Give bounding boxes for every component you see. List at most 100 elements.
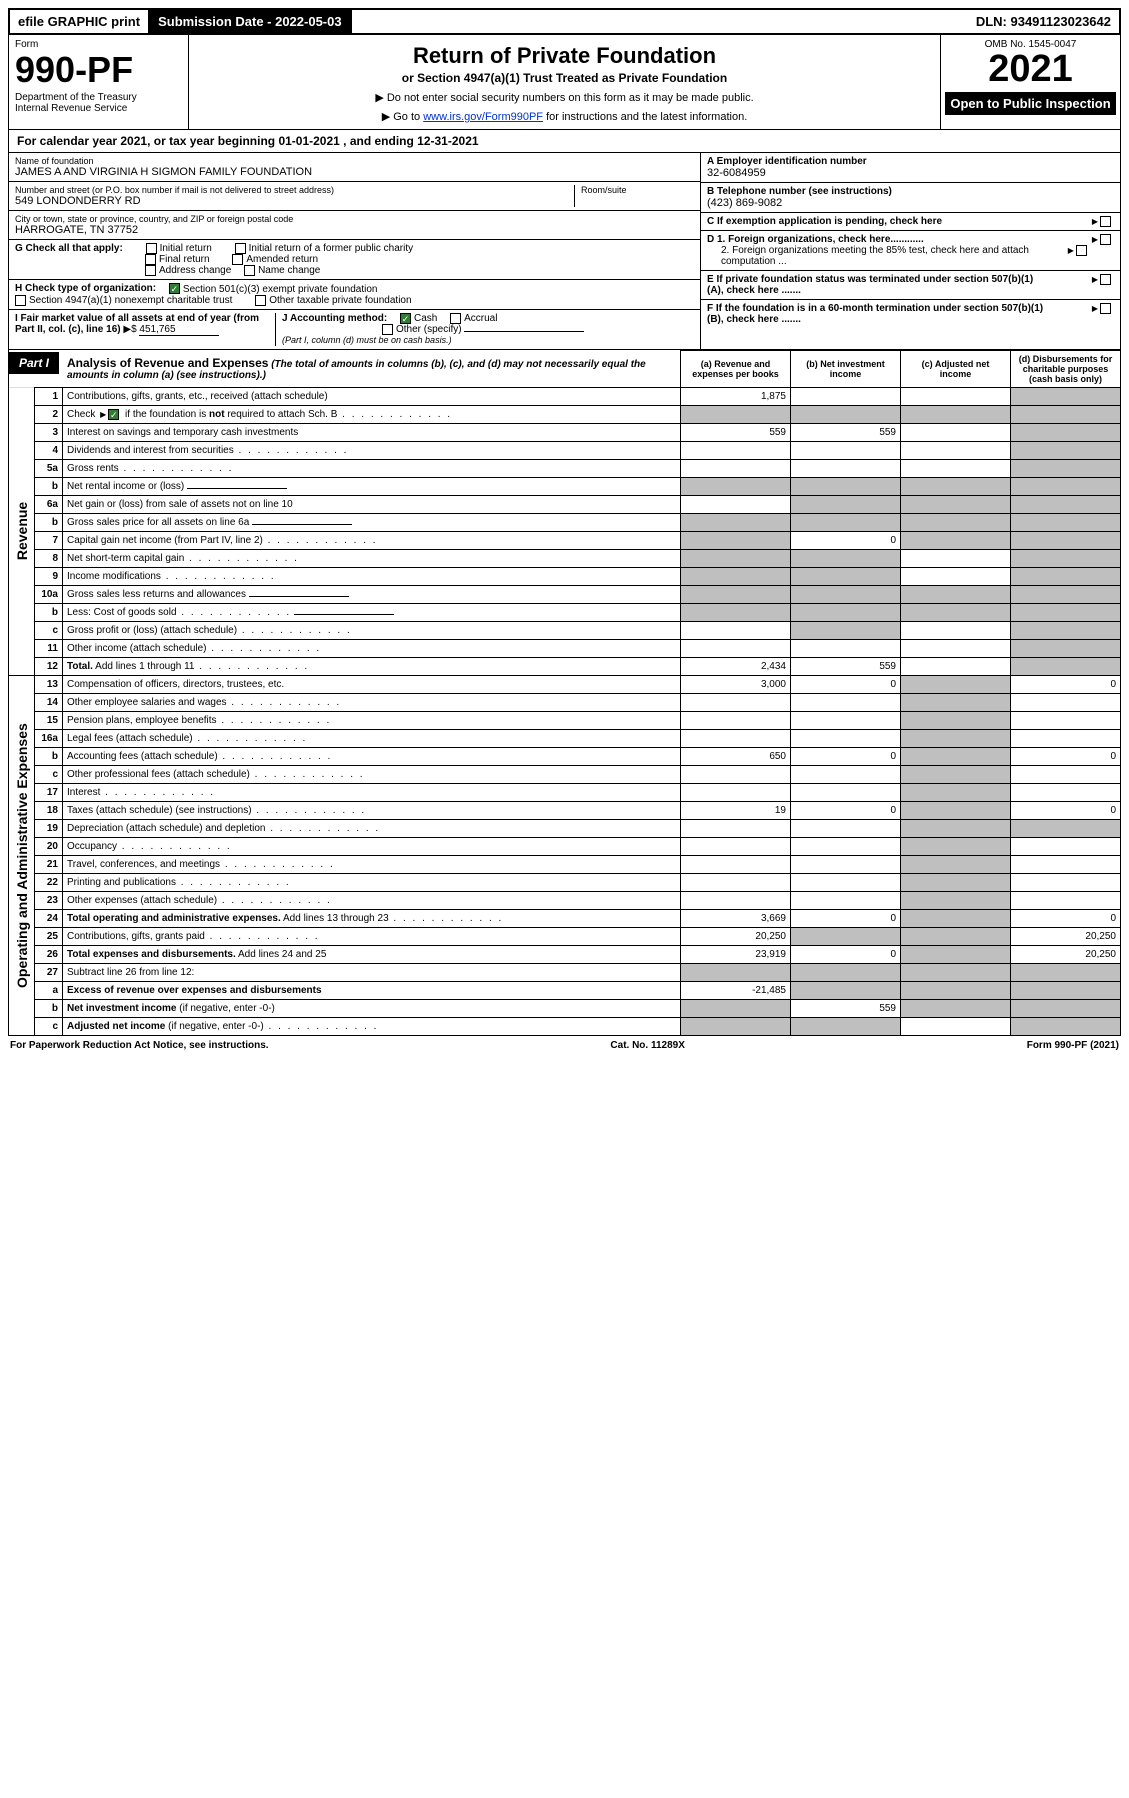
amount-cell-c (901, 784, 1011, 802)
h-opt-1: Section 4947(a)(1) nonexempt charitable … (29, 295, 232, 306)
amount-cell-d (1011, 892, 1121, 910)
table-row: 21Travel, conferences, and meetings (9, 856, 1121, 874)
amount-cell-d (1011, 1018, 1121, 1036)
amount-cell-c (901, 766, 1011, 784)
amount-cell-a: 2,434 (681, 658, 791, 676)
table-row: 11Other income (attach schedule) (9, 640, 1121, 658)
amount-cell-a (681, 1000, 791, 1018)
g-initial-public-checkbox[interactable] (235, 243, 246, 254)
amount-cell-c (901, 928, 1011, 946)
amount-cell-a (681, 766, 791, 784)
amount-cell-a (681, 514, 791, 532)
row-number: 12 (35, 658, 63, 676)
h-other-taxable-checkbox[interactable] (255, 295, 266, 306)
table-row: 14Other employee salaries and wages (9, 694, 1121, 712)
info-grid: Name of foundation JAMES A AND VIRGINIA … (8, 153, 1121, 350)
row-number: 2 (35, 405, 63, 423)
section-label: Revenue (9, 387, 35, 675)
amount-cell-c (901, 405, 1011, 423)
amount-cell-b: 0 (791, 676, 901, 694)
table-row: 3Interest on savings and temporary cash … (9, 424, 1121, 442)
amount-cell-b (791, 550, 901, 568)
amount-cell-b: 559 (791, 424, 901, 442)
amount-cell-a (681, 405, 791, 423)
amount-cell-d (1011, 712, 1121, 730)
table-row: 4Dividends and interest from securities (9, 442, 1121, 460)
amount-cell-a (681, 568, 791, 586)
amount-cell-c (901, 1018, 1011, 1036)
i-value-prefix: ▶$ (123, 324, 139, 335)
foundation-name: JAMES A AND VIRGINIA H SIGMON FAMILY FOU… (15, 166, 694, 178)
h-4947-checkbox[interactable] (15, 295, 26, 306)
amount-cell-a: 3,000 (681, 676, 791, 694)
d1-checkbox[interactable] (1100, 234, 1111, 245)
city-label: City or town, state or province, country… (15, 214, 694, 224)
g-name-change-checkbox[interactable] (244, 265, 255, 276)
e-checkbox[interactable] (1100, 274, 1111, 285)
amount-cell-d (1011, 568, 1121, 586)
amount-cell-a (681, 604, 791, 622)
table-row: cOther professional fees (attach schedul… (9, 766, 1121, 784)
form-number: 990-PF (15, 52, 182, 88)
row-number: 20 (35, 838, 63, 856)
row-number: 7 (35, 532, 63, 550)
j-accrual-checkbox[interactable] (450, 313, 461, 324)
amount-cell-a (681, 964, 791, 982)
amount-cell-d (1011, 478, 1121, 496)
open-public-inspection: Open to Public Inspection (945, 92, 1116, 115)
j-other-checkbox[interactable] (382, 324, 393, 335)
f-cell: F If the foundation is in a 60-month ter… (701, 300, 1120, 328)
amount-cell-a (681, 820, 791, 838)
tax-year: 2021 (945, 50, 1116, 88)
amount-cell-d (1011, 604, 1121, 622)
h-opt-0: Section 501(c)(3) exempt private foundat… (183, 284, 378, 295)
amount-cell-a: 650 (681, 748, 791, 766)
city-cell: City or town, state or province, country… (9, 211, 700, 240)
row-number: 10a (35, 586, 63, 604)
amount-cell-a: 3,669 (681, 910, 791, 928)
amount-cell-c (901, 532, 1011, 550)
amount-cell-b (791, 640, 901, 658)
amount-cell-a (681, 532, 791, 550)
irs-link[interactable]: www.irs.gov/Form990PF (423, 111, 543, 123)
row-label: Subtract line 26 from line 12: (63, 964, 681, 982)
amount-cell-d: 0 (1011, 910, 1121, 928)
row-number: c (35, 622, 63, 640)
amount-cell-b (791, 964, 901, 982)
amount-cell-a (681, 892, 791, 910)
j-cash-checkbox[interactable] (400, 313, 411, 324)
d2-checkbox[interactable] (1076, 245, 1087, 256)
page-footer: For Paperwork Reduction Act Notice, see … (8, 1036, 1121, 1055)
instr-2-pre: ▶ Go to (382, 111, 423, 123)
h-501c3-checkbox[interactable] (169, 283, 180, 294)
table-row: 2Check if the foundation is not required… (9, 405, 1121, 423)
g-final-return-checkbox[interactable] (145, 254, 156, 265)
g-address-change-checkbox[interactable] (145, 265, 156, 276)
amount-cell-d (1011, 532, 1121, 550)
h-opt-2: Other taxable private foundation (269, 295, 411, 306)
row-label: Legal fees (attach schedule) (63, 730, 681, 748)
amount-cell-a (681, 496, 791, 514)
table-row: bNet investment income (if negative, ent… (9, 1000, 1121, 1018)
row-label: Gross sales less returns and allowances (63, 586, 681, 604)
i-j-cell: I Fair market value of all assets at end… (9, 310, 700, 349)
amount-cell-b (791, 586, 901, 604)
g-initial-return-checkbox[interactable] (146, 243, 157, 254)
amount-cell-b (791, 496, 901, 514)
row-label: Adjusted net income (if negative, enter … (63, 1018, 681, 1036)
amount-cell-d (1011, 442, 1121, 460)
amount-cell-d (1011, 586, 1121, 604)
amount-cell-b (791, 820, 901, 838)
amount-cell-c (901, 658, 1011, 676)
table-row: bGross sales price for all assets on lin… (9, 514, 1121, 532)
i-fmv-value: 451,765 (139, 324, 219, 336)
amount-cell-c (901, 676, 1011, 694)
f-checkbox[interactable] (1100, 303, 1111, 314)
row-number: 19 (35, 820, 63, 838)
row-label: Net gain or (loss) from sale of assets n… (63, 496, 681, 514)
amount-cell-d: 20,250 (1011, 946, 1121, 964)
h-check-cell: H Check type of organization: Section 50… (9, 280, 700, 309)
c-checkbox[interactable] (1100, 216, 1111, 227)
g-amended-checkbox[interactable] (232, 254, 243, 265)
g-opt-1: Initial return of a former public charit… (249, 243, 414, 254)
